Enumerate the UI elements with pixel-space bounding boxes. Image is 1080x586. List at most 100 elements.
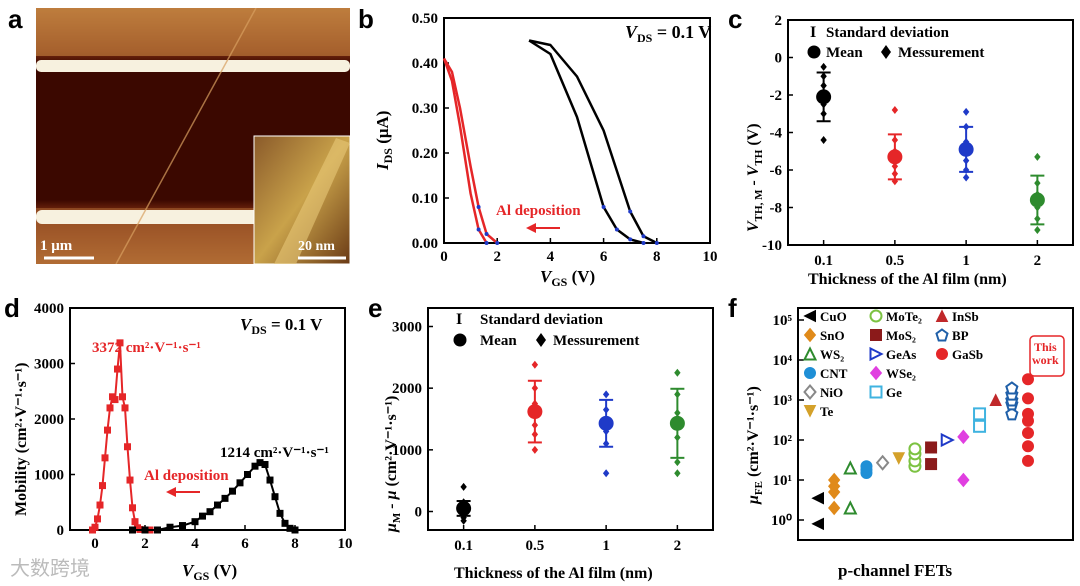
- axes-f: 10⁰ 10¹ 10² 10³ 10⁴ 10⁵: [771, 307, 1074, 541]
- legend-f-label: CuO: [820, 309, 847, 324]
- measurement-point-c: [1034, 179, 1041, 188]
- legend-f-label: MoTe₂: [886, 309, 922, 324]
- benchmark-point: [804, 367, 816, 379]
- y-tick-label-c: -2: [770, 88, 783, 104]
- benchmark-point: [1022, 407, 1034, 420]
- mean-point-e: [669, 415, 685, 431]
- data-point-d: [266, 476, 274, 484]
- data-point-d: [221, 494, 229, 502]
- data-point-d: [291, 526, 299, 534]
- panel-label-a: a: [8, 4, 23, 34]
- svg-text:I: I: [456, 311, 462, 328]
- mean-point-c: [1029, 192, 1045, 208]
- fit-point-b: [614, 227, 619, 232]
- axes-c: 2 0 -2 -4 -6 -8 -10 0.1 0.5 1 2: [762, 13, 1074, 269]
- panel-f-benchmark: 10⁰ 10¹ 10² 10³ 10⁴ 10⁵ CuO SnO WS₂ CNT NiO Te MoTe…: [728, 294, 1080, 586]
- x-tick-label-c: 0.1: [814, 253, 833, 269]
- benchmark-point: [1022, 426, 1034, 439]
- measurement-point-c: [962, 156, 970, 165]
- benchmark-point: [843, 460, 858, 475]
- x-tick-label-e: 2: [674, 538, 682, 554]
- benchmark-point: [803, 383, 817, 401]
- measurement-point-e: [531, 399, 539, 408]
- xlabel-b: VGS (V): [540, 267, 595, 289]
- x-tick-label-b: 2: [493, 249, 501, 265]
- benchmark-point: [1022, 392, 1034, 405]
- measurement-point-e: [674, 469, 681, 478]
- measurement-point-c: [962, 107, 970, 116]
- panel-a-afm-image: 1 μm 20 nm: [36, 8, 350, 264]
- x-tick-label-d: 6: [241, 536, 249, 552]
- benchmark-point: [936, 348, 948, 360]
- benchmark-point: [940, 432, 955, 448]
- data-point-d: [106, 404, 114, 412]
- legend-f-label: SnO: [820, 328, 845, 343]
- measurement-point-c: [820, 62, 827, 71]
- arrow-label-b: Al deposition: [496, 203, 581, 219]
- xlabel-c: Thickness of the Al film (nm): [808, 271, 1007, 288]
- legend-f-label: InSb: [952, 309, 979, 324]
- x-tick-label-b: 4: [547, 249, 555, 265]
- y-tick-label-b: 0.50: [412, 11, 438, 27]
- arrow-label-d: Al deposition: [144, 468, 229, 484]
- data-point-d: [129, 504, 136, 512]
- measurement-point-e: [602, 405, 610, 414]
- ylabel-c: VTH, M - VTH (V): [745, 123, 765, 232]
- benchmark-point: [1022, 373, 1034, 386]
- measurement-point-e: [674, 368, 681, 377]
- ylabel-b: IDS (μA): [373, 111, 395, 171]
- y-tick-label-c: -6: [770, 163, 783, 179]
- y-tick-label-d: 0: [57, 523, 65, 539]
- data-point-d: [251, 462, 259, 470]
- legend-f-label: MoS₂: [886, 328, 916, 343]
- data-point-d: [119, 393, 126, 401]
- benchmark-point: [973, 419, 987, 433]
- legend-e: I Standard deviation Mean Messurement: [453, 311, 639, 349]
- legend-c-mean: Mean: [826, 45, 863, 61]
- benchmark-point: [989, 393, 1003, 406]
- data-point-d: [96, 501, 104, 509]
- data-point-d: [126, 476, 134, 484]
- x-tick-label-d: 10: [338, 536, 353, 552]
- data-point-d: [116, 339, 124, 347]
- data-point-d: [214, 501, 221, 509]
- axes-b: 0 2 4 6 8 10 0.00 0.10 0.20 0.30 0.40 0.50: [412, 11, 718, 265]
- data-point-d: [199, 512, 206, 520]
- fit-point-b: [628, 237, 633, 242]
- measurement-point-c: [820, 81, 827, 90]
- peak-label-black: 1214 cm²·V⁻¹·s⁻¹: [220, 445, 329, 461]
- fit-point-b: [476, 205, 481, 209]
- measurement-point-c: [1034, 226, 1041, 234]
- data-point-d: [256, 459, 264, 467]
- chart-b: 0 2 4 6 8 10 0.00 0.10 0.20 0.30 0.40 0.50 VDS = 0.…: [373, 11, 718, 289]
- panel-b-transfer-curve: 0 2 4 6 8 10 0.00 0.10 0.20 0.30 0.40 0.50 VDS = 0.…: [360, 0, 725, 290]
- y-tick-label-f: 10¹: [773, 473, 793, 489]
- benchmark-point: [973, 407, 987, 421]
- x-tick-label-d: 4: [191, 536, 199, 552]
- measurement-point-e: [674, 408, 681, 417]
- x-tick-label-d: 0: [91, 536, 99, 552]
- measurement-point-c: [891, 169, 899, 178]
- legend-f-label: NiO: [820, 385, 843, 400]
- data-point-d: [91, 523, 99, 531]
- measurement-point-e: [531, 430, 539, 439]
- panel-e-mobility-shift: 0 1000 2000 3000 0.1 0.5 1 2 I Standard deviati…: [368, 294, 728, 586]
- panel-label-d: d: [4, 293, 20, 323]
- legend-f: CuO SnO WS₂ CNT NiO Te MoTe₂ MoS₂ GeAs WSe₂ Ge InSb…: [802, 309, 983, 419]
- panel-label-f: f: [728, 293, 737, 323]
- data-point-d: [166, 523, 174, 531]
- legend-e-meas: Messurement: [553, 333, 639, 349]
- legend-c-sd: Standard deviation: [826, 25, 950, 41]
- x-tick-label-b: 8: [653, 249, 661, 265]
- measurement-point-e: [531, 384, 539, 393]
- nanowire-line: [115, 8, 257, 264]
- data-point-d: [276, 509, 284, 517]
- measurement-point-c: [820, 109, 827, 118]
- benchmark-point: [1022, 440, 1034, 453]
- xlabel-e: Thickness of the Al film (nm): [454, 565, 653, 582]
- benchmark-point: [875, 454, 890, 471]
- fit-point-b: [628, 209, 633, 214]
- measurement-point-c: [891, 177, 899, 186]
- y-tick-label-b: 0.00: [412, 236, 438, 252]
- data-point-d: [129, 526, 136, 534]
